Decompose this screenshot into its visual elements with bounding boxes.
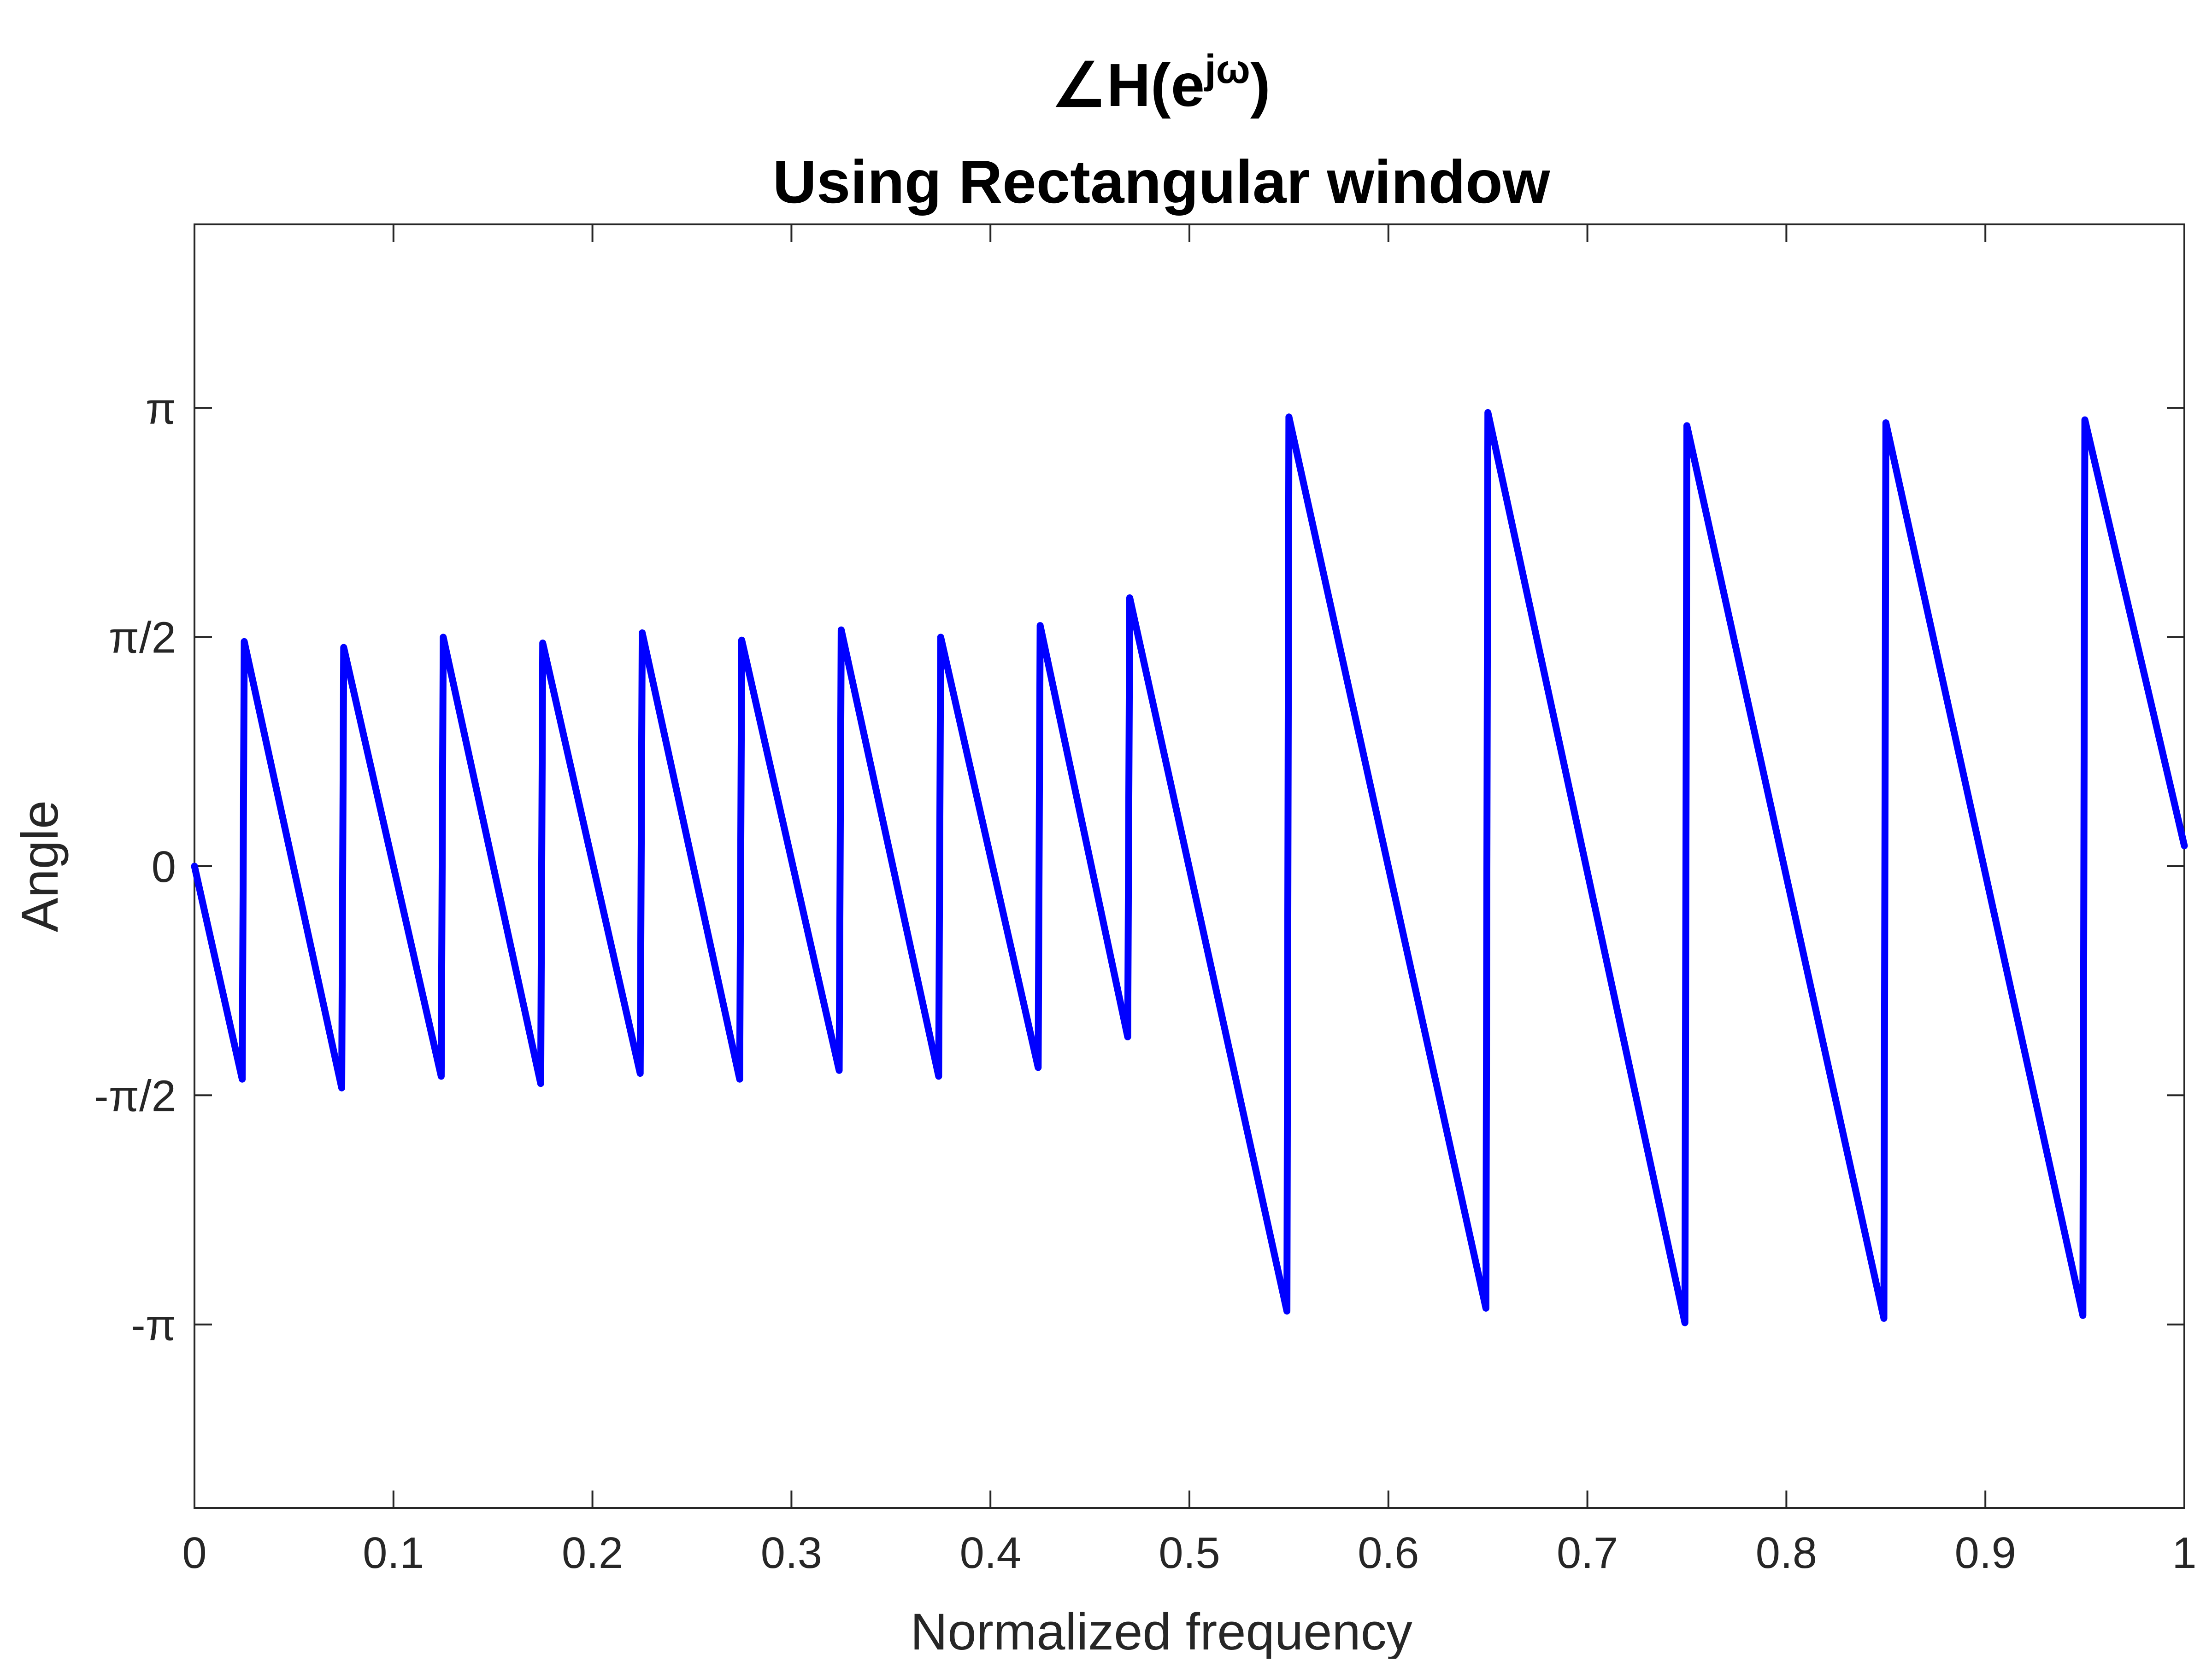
x-tick-label: 0.8 — [1756, 1528, 1817, 1578]
x-tick-label: 0.4 — [959, 1528, 1021, 1578]
x-tick-label: 0.9 — [1954, 1528, 2016, 1578]
chart-title: ∠H(ejω) — [1052, 46, 1271, 119]
x-tick-label: 0.1 — [363, 1528, 424, 1578]
x-tick-label: 0.2 — [562, 1528, 623, 1578]
x-tick-label: 1 — [2172, 1528, 2196, 1578]
y-tick-label: -π/2 — [94, 1071, 176, 1121]
y-tick-label: -π — [131, 1301, 176, 1350]
x-tick-label: 0.6 — [1358, 1528, 1419, 1578]
y-tick-label: π/2 — [109, 613, 176, 663]
y-axis-label: Angle — [11, 800, 69, 932]
chart-subtitle: Using Rectangular window — [773, 148, 1550, 216]
y-tick-label: π — [146, 384, 176, 433]
x-tick-label: 0.7 — [1557, 1528, 1618, 1578]
x-axis-label: Normalized frequency — [910, 1603, 1412, 1659]
plot-area: 0 0.1 0.2 0.3 0.4 0.5 0.6 0.7 0.8 0.9 1 π π/2 0 -π/2 -π — [94, 223, 2197, 1578]
x-tick-label: 0.3 — [761, 1528, 822, 1578]
phase-series-line — [191, 409, 2188, 1326]
y-tick-label: 0 — [152, 842, 176, 892]
x-tick-label: 0.5 — [1159, 1528, 1220, 1578]
x-tick-label: 0 — [182, 1528, 206, 1578]
